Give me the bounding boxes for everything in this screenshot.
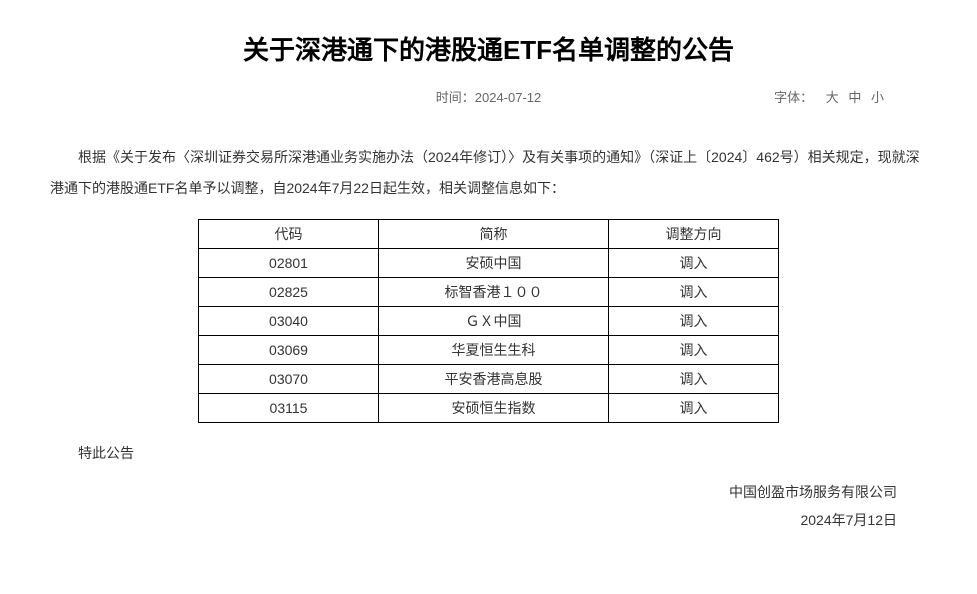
signature-org: 中国创盈市场服务有限公司: [50, 478, 897, 506]
cell-direction: 调入: [609, 335, 779, 364]
cell-name: 平安香港高息股: [379, 364, 609, 393]
table-row: 02825标智香港１００调入: [199, 277, 779, 306]
font-large-button[interactable]: 大: [826, 90, 839, 105]
publish-time: 时间：2024-07-12: [436, 87, 542, 106]
table-row: 03040ＧＸ中国调入: [199, 306, 779, 335]
cell-name: ＧＸ中国: [379, 306, 609, 335]
table-row: 02801安硕中国调入: [199, 248, 779, 277]
cell-direction: 调入: [609, 248, 779, 277]
cell-code: 03040: [199, 306, 379, 335]
table-row: 03115安硕恒生指数调入: [199, 393, 779, 422]
col-header-code: 代码: [199, 219, 379, 248]
signature-block: 中国创盈市场服务有限公司 2024年7月12日: [50, 478, 927, 534]
cell-direction: 调入: [609, 277, 779, 306]
cell-direction: 调入: [609, 393, 779, 422]
cell-code: 02825: [199, 277, 379, 306]
intro-paragraph: 根据《关于发布〈深圳证券交易所深港通业务实施办法（2024年修订）〉及有关事项的…: [50, 142, 927, 204]
etf-table: 代码 简称 调整方向 02801安硕中国调入02825标智香港１００调入0304…: [198, 219, 779, 423]
closing-text: 特此公告: [50, 443, 927, 463]
col-header-direction: 调整方向: [609, 219, 779, 248]
cell-code: 03069: [199, 335, 379, 364]
table-header-row: 代码 简称 调整方向: [199, 219, 779, 248]
cell-code: 02801: [199, 248, 379, 277]
cell-name: 安硕中国: [379, 248, 609, 277]
cell-name: 安硕恒生指数: [379, 393, 609, 422]
table-body: 02801安硕中国调入02825标智香港１００调入03040ＧＸ中国调入0306…: [199, 248, 779, 422]
page-title: 关于深港通下的港股通ETF名单调整的公告: [50, 30, 927, 67]
time-value: 2024-07-12: [475, 90, 542, 105]
table-row: 03069华夏恒生生科调入: [199, 335, 779, 364]
font-size-switch: 字体： 大 中 小: [774, 87, 887, 106]
font-medium-button[interactable]: 中: [848, 90, 861, 105]
col-header-name: 简称: [379, 219, 609, 248]
cell-code: 03070: [199, 364, 379, 393]
font-label: 字体：: [774, 90, 813, 105]
font-small-button[interactable]: 小: [871, 90, 884, 105]
cell-code: 03115: [199, 393, 379, 422]
signature-date: 2024年7月12日: [50, 506, 897, 534]
cell-direction: 调入: [609, 364, 779, 393]
time-label: 时间：: [436, 90, 475, 105]
table-row: 03070平安香港高息股调入: [199, 364, 779, 393]
cell-name: 标智香港１００: [379, 277, 609, 306]
cell-direction: 调入: [609, 306, 779, 335]
meta-bar: 时间：2024-07-12 字体： 大 中 小: [50, 87, 927, 107]
cell-name: 华夏恒生生科: [379, 335, 609, 364]
